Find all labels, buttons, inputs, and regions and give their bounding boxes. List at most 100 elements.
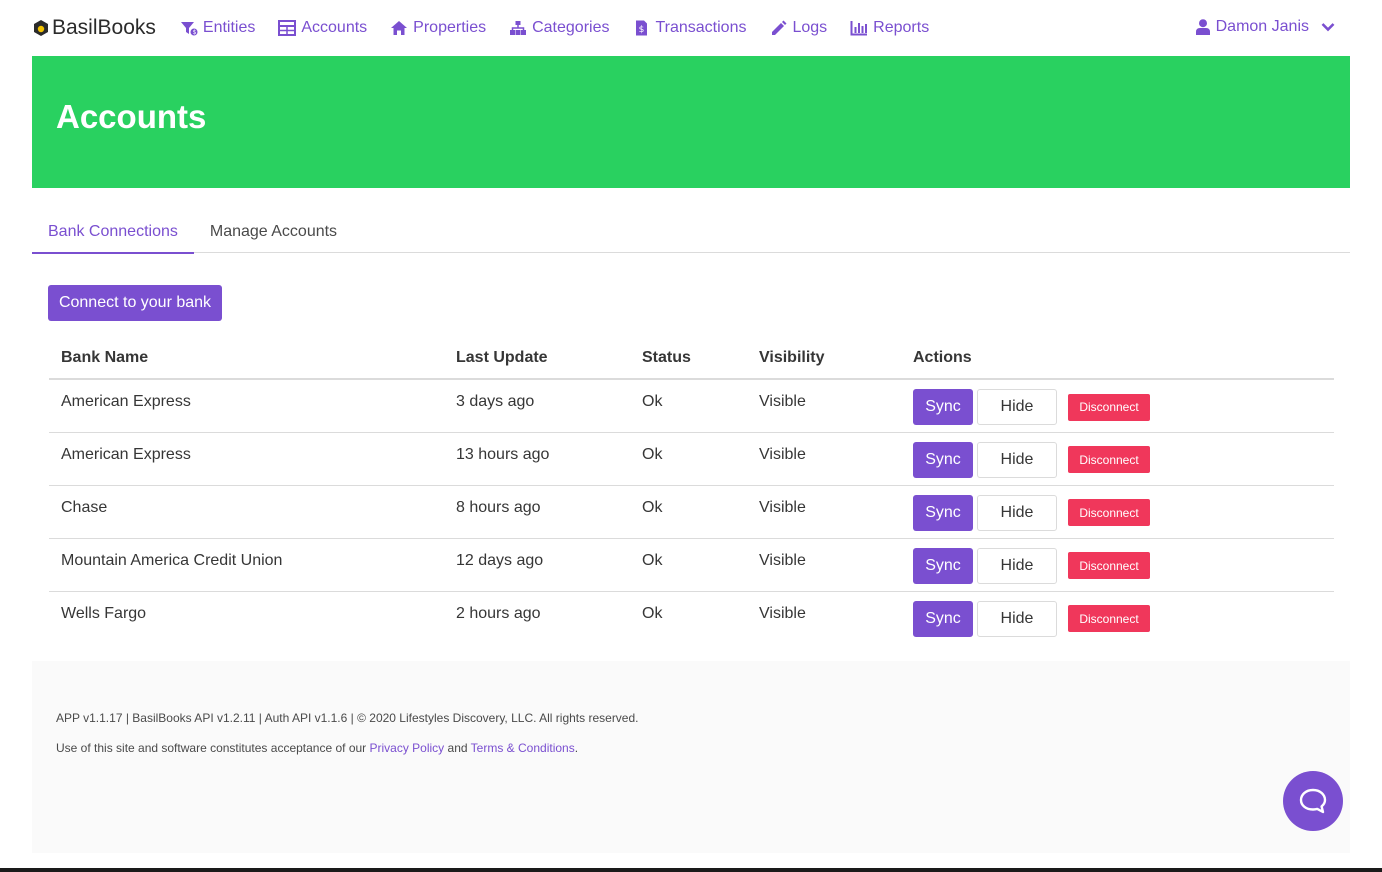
hero-banner: Accounts — [32, 56, 1350, 188]
nav-properties-label: Properties — [413, 19, 487, 36]
actions-cell: Sync Hide Disconnect — [901, 538, 1334, 592]
user-name: Damon Janis — [1215, 18, 1309, 35]
top-navbar: BasilBooks $ Entities Accounts Prope — [32, 0, 1350, 56]
support-chat-button[interactable] — [1283, 771, 1343, 831]
bank-name-cell: Chase — [49, 485, 444, 539]
hide-button[interactable]: Hide — [977, 547, 1057, 584]
bank-name-cell: American Express — [49, 379, 444, 433]
bank-connections-table: Bank Name Last Update Status Visibility … — [49, 338, 1334, 644]
nav-logs-label: Logs — [792, 19, 828, 36]
tab-bank-connections[interactable]: Bank Connections — [32, 212, 194, 254]
sync-button[interactable]: Sync — [913, 441, 973, 478]
visibility-cell: Visible — [747, 485, 901, 539]
bank-name-cell: Mountain America Credit Union — [49, 538, 444, 592]
table-row: American Express 3 days ago Ok Visible S… — [49, 379, 1334, 433]
brand-name: BasilBooks — [52, 16, 156, 39]
hide-button[interactable]: Hide — [977, 389, 1057, 425]
bar-chart-icon — [850, 21, 868, 36]
column-header-bank-name: Bank Name — [49, 338, 444, 380]
and-text: and — [444, 741, 471, 755]
hide-button[interactable]: Hide — [977, 441, 1057, 478]
nav-categories-label: Categories — [532, 19, 610, 36]
status-cell: Ok — [630, 379, 747, 433]
column-header-actions: Actions — [901, 338, 1334, 380]
terms-period: . — [574, 741, 579, 755]
terms-notice: Use of this site and software constitute… — [56, 741, 578, 755]
table-row: Chase 8 hours ago Ok Visible Sync Hide D… — [49, 485, 1334, 539]
sync-button[interactable]: Sync — [913, 547, 973, 584]
home-icon — [391, 21, 408, 35]
nav-logs[interactable]: Logs — [769, 19, 827, 37]
actions-cell: Sync Hide Disconnect — [901, 379, 1334, 433]
footer: APP v1.1.17 | BasilBooks API v1.2.11 | A… — [32, 661, 1350, 853]
nav-entities-label: Entities — [202, 19, 256, 36]
nav-transactions[interactable]: $ Transactions — [632, 19, 746, 37]
last-update-cell: 12 days ago — [444, 538, 630, 592]
visibility-cell: Visible — [747, 432, 901, 486]
disconnect-button[interactable]: Disconnect — [1068, 605, 1150, 632]
column-header-status: Status — [630, 338, 747, 380]
page-title: Accounts — [56, 98, 207, 135]
entities-icon: $ — [180, 22, 198, 36]
visibility-cell: Visible — [747, 538, 901, 592]
sitemap-icon — [510, 21, 527, 35]
brand[interactable]: BasilBooks — [32, 16, 156, 40]
status-cell: Ok — [630, 538, 747, 592]
terms-conditions-link[interactable]: Terms & Conditions — [470, 741, 575, 755]
last-update-cell: 2 hours ago — [456, 604, 541, 622]
connect-bank-button[interactable]: Connect to your bank — [48, 285, 222, 321]
disconnect-button[interactable]: Disconnect — [1068, 552, 1150, 579]
nav-properties[interactable]: Properties — [390, 19, 486, 37]
nav-reports-label: Reports — [873, 19, 930, 36]
table-icon — [278, 20, 297, 36]
actions-cell: Sync Hide Disconnect — [901, 591, 1334, 644]
table-row: Mountain America Credit Union 12 days ag… — [49, 538, 1334, 592]
column-header-last-update: Last Update — [444, 338, 630, 380]
hide-button[interactable]: Hide — [977, 494, 1057, 531]
svg-text:$: $ — [192, 29, 196, 36]
receipt-icon: $ — [636, 20, 648, 36]
nav-reports[interactable]: Reports — [850, 19, 929, 37]
nav-entities[interactable]: $ Entities — [180, 19, 255, 37]
chevron-down-icon — [1321, 23, 1335, 32]
table-row: Wells Fargo 2 hours ago Ok Visible Sync … — [49, 591, 1334, 644]
user-menu[interactable]: Damon Janis — [1195, 18, 1335, 36]
table-header-row: Bank Name Last Update Status Visibility … — [49, 338, 1334, 380]
visibility-cell: Visible — [747, 379, 901, 433]
last-update-cell: 3 days ago — [444, 379, 630, 433]
column-header-visibility: Visibility — [747, 338, 901, 380]
tab-bar: Bank Connections Manage Accounts — [32, 212, 1350, 254]
last-update-cell: 13 hours ago — [444, 432, 630, 486]
nav-categories[interactable]: Categories — [509, 19, 609, 37]
actions-cell: Sync Hide Disconnect — [901, 432, 1334, 486]
chat-bubble-icon — [1299, 788, 1327, 814]
disconnect-button[interactable]: Disconnect — [1068, 499, 1150, 526]
sync-button[interactable]: Sync — [913, 600, 973, 637]
nav-accounts[interactable]: Accounts — [278, 19, 367, 37]
user-icon — [1195, 19, 1210, 35]
terms-prefix: Use of this site and software constitute… — [56, 741, 370, 755]
privacy-policy-link[interactable]: Privacy Policy — [369, 741, 445, 755]
status-cell: Ok — [630, 432, 747, 486]
bank-name-cell: Wells Fargo — [61, 604, 147, 622]
visibility-cell: Visible — [759, 604, 806, 622]
status-cell: Ok — [630, 485, 747, 539]
disconnect-button[interactable]: Disconnect — [1068, 393, 1150, 421]
bank-name-cell: American Express — [49, 432, 444, 486]
table-row: American Express 13 hours ago Ok Visible… — [49, 432, 1334, 486]
nav-transactions-label: Transactions — [655, 19, 747, 36]
hide-button[interactable]: Hide — [977, 600, 1057, 637]
actions-cell: Sync Hide Disconnect — [901, 485, 1334, 539]
sync-button[interactable]: Sync — [913, 389, 973, 425]
basil-logo-icon — [34, 20, 48, 36]
nav-accounts-label: Accounts — [301, 19, 368, 36]
pencil-icon — [772, 20, 787, 35]
svg-text:$: $ — [639, 25, 645, 35]
last-update-cell: 8 hours ago — [444, 485, 630, 539]
tab-manage-accounts[interactable]: Manage Accounts — [209, 223, 338, 240]
version-info: APP v1.1.17 | BasilBooks API v1.2.11 | A… — [56, 711, 639, 725]
disconnect-button[interactable]: Disconnect — [1068, 446, 1150, 473]
sync-button[interactable]: Sync — [913, 494, 973, 531]
status-cell: Ok — [642, 604, 663, 622]
